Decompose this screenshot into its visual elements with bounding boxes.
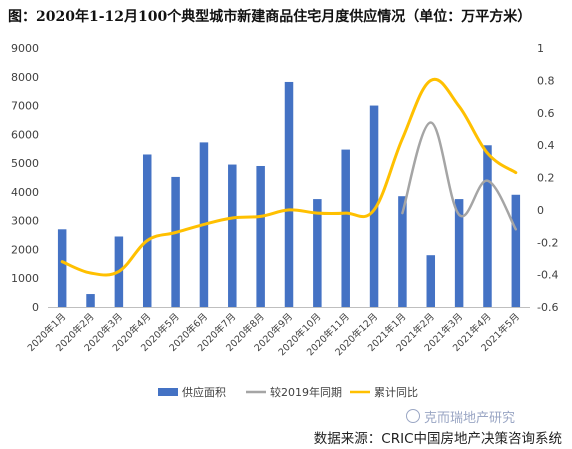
- bar-10: [313, 199, 322, 307]
- y-right-tick-label: 0.6: [537, 107, 555, 120]
- y-left-tick-label: 3000: [11, 215, 39, 228]
- bar-8: [256, 165, 265, 307]
- bar-1: [57, 229, 67, 307]
- y-right-tick-label: 0.4: [537, 139, 555, 152]
- y-left-tick-label: 1000: [11, 272, 39, 285]
- bar-2: [86, 294, 95, 307]
- legend-label-3: 累计同比: [374, 386, 418, 399]
- y-right-tick-label: -0.4: [537, 269, 558, 282]
- legend: 供应面积 较2019年同期 累计同比: [158, 385, 418, 399]
- y-left-tick-label: 9000: [11, 42, 39, 55]
- y-right-tick-label: 1: [537, 42, 544, 55]
- bar-7: [228, 164, 237, 307]
- y-left-tick-label: 4000: [11, 186, 39, 199]
- line-series-1: [401, 121, 518, 231]
- y-right-tick-label: -0.2: [537, 236, 558, 249]
- bar-17: [511, 194, 521, 307]
- bar-12: [369, 105, 379, 307]
- source-note: 数据来源：CRIC中国房地产决策咨询系统: [313, 431, 562, 447]
- y-left-tick-label: 0: [32, 301, 39, 314]
- legend-swatch-1: [158, 388, 178, 396]
- y-right-tick-label: 0.8: [537, 74, 555, 87]
- bar-5: [171, 176, 180, 307]
- y-left-tick-label: 7000: [11, 100, 39, 113]
- bar-4: [142, 154, 152, 307]
- bar-15: [454, 199, 464, 307]
- legend-label-2: 较2019年同期: [270, 385, 342, 399]
- line-series-group: [60, 77, 518, 277]
- line-series-2: [60, 77, 518, 277]
- chart-title: 图：2020年1-12月100个典型城市新建商品住宅月度供应情况（单位：万平方米…: [8, 9, 532, 25]
- y-left-tick-label: 6000: [11, 128, 39, 141]
- watermark-text: 克而瑞地产研究: [424, 411, 516, 426]
- axes-group: 0 1000 2000 3000 4000 5000 6000 7000 8000 9000 -0.…: [11, 42, 558, 358]
- y-left-tick-label: 5000: [11, 157, 39, 170]
- y-right-tick-label: 0.2: [537, 172, 555, 185]
- bar-11: [341, 149, 350, 307]
- y-right-tick-label: -0.6: [537, 301, 558, 314]
- y-left-tick-label: 8000: [11, 71, 39, 84]
- bar-14: [426, 255, 436, 307]
- bar-9: [284, 81, 294, 307]
- bar-16: [483, 145, 492, 307]
- y-right-tick-label: 0: [537, 204, 544, 217]
- watermark-logo-icon: [406, 409, 420, 423]
- y-left-tick-label: 2000: [11, 243, 39, 256]
- legend-label-1: 供应面积: [182, 385, 226, 399]
- bar-13: [398, 196, 407, 307]
